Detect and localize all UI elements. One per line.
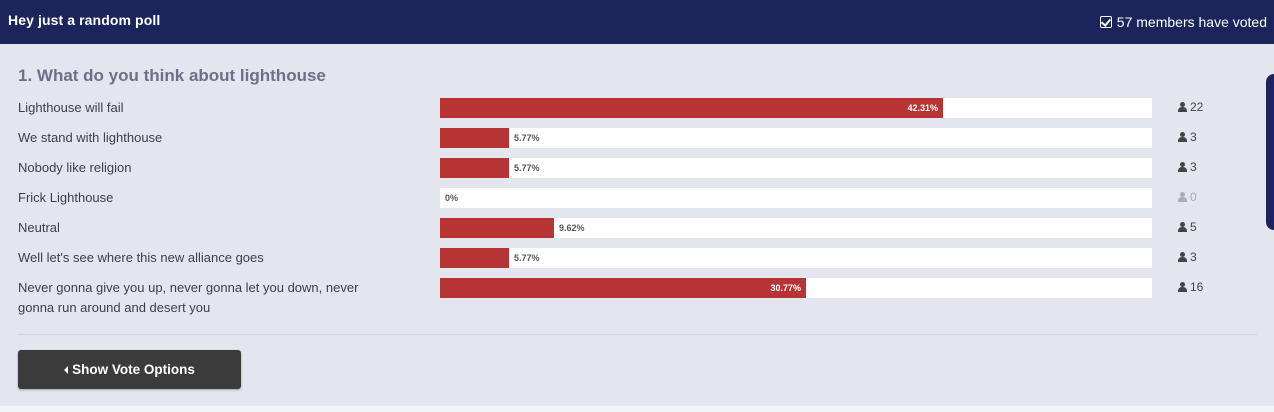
poll-option-row: Well let's see where this new alliance g… [18, 248, 1257, 268]
side-panel-tab[interactable] [1266, 74, 1274, 230]
poll-result-bar: 9.62% [440, 218, 1152, 238]
user-icon [1178, 102, 1187, 112]
voter-count-number: 0 [1190, 190, 1197, 204]
poll-result-bar-fill [440, 218, 554, 238]
user-icon [1178, 132, 1187, 142]
poll-option-label: Lighthouse will fail [18, 100, 124, 115]
poll-option-row: Neutral 9.62% 5 [18, 218, 1257, 238]
voter-count-number: 5 [1190, 220, 1197, 234]
voter-count-number: 16 [1190, 280, 1204, 294]
poll-result-bar: 5.77% [440, 158, 1152, 178]
poll-result-percent: 5.77% [514, 253, 540, 263]
user-icon [1178, 282, 1187, 292]
poll-result-bar-fill [440, 158, 509, 178]
poll-result-percent: 30.77% [770, 283, 801, 293]
poll-option-row: Nobody like religion 5.77% 3 [18, 158, 1257, 178]
caret-left-icon [64, 365, 69, 374]
voter-count-number: 3 [1190, 160, 1197, 174]
poll-title: Hey just a random poll [8, 12, 161, 28]
user-icon [1178, 192, 1187, 202]
poll-result-bar: 5.77% [440, 248, 1152, 268]
voter-count[interactable]: 0 [1178, 188, 1197, 206]
voter-count[interactable]: 3 [1178, 128, 1197, 146]
voted-count: 57 members have voted [1099, 14, 1267, 30]
voter-count[interactable]: 3 [1178, 158, 1197, 176]
voter-count-number: 3 [1190, 250, 1197, 264]
poll-result-percent: 0% [445, 193, 459, 203]
show-vote-options-button[interactable]: Show Vote Options [18, 350, 241, 389]
poll-question: 1. What do you think about lighthouse [18, 66, 326, 85]
poll-result-bar: 0% [440, 188, 1152, 208]
voted-count-text: 57 members have voted [1116, 14, 1267, 30]
poll-option-row: Lighthouse will fail 42.31% 22 [18, 98, 1257, 118]
check-square-icon [1099, 16, 1112, 28]
voter-count[interactable]: 3 [1178, 248, 1197, 266]
poll-header: Hey just a random poll 57 members have v… [0, 0, 1274, 44]
user-icon [1178, 222, 1187, 232]
poll-option-label: Neutral [18, 220, 60, 235]
user-icon [1178, 252, 1187, 262]
show-vote-options-label: Show Vote Options [72, 362, 195, 377]
poll-result-percent: 42.31% [907, 103, 938, 113]
poll-option-label: Well let's see where this new alliance g… [18, 250, 264, 265]
poll-result-bar: 42.31% [440, 98, 1152, 118]
poll-option-label: Never gonna give you up, never gonna let… [18, 280, 359, 315]
voter-count[interactable]: 16 [1178, 278, 1203, 296]
voter-count-number: 3 [1190, 130, 1197, 144]
voter-count-number: 22 [1190, 100, 1204, 114]
voter-count[interactable]: 22 [1178, 98, 1203, 116]
poll-option-row: We stand with lighthouse 5.77% 3 [18, 128, 1257, 148]
poll-result-bar-fill [440, 98, 943, 118]
poll-result-percent: 9.62% [559, 223, 585, 233]
poll-option-label: We stand with lighthouse [18, 130, 163, 145]
poll-result-bar-fill [440, 278, 806, 298]
poll-result-bar: 30.77% [440, 278, 1152, 298]
poll-option-label: Nobody like religion [18, 160, 132, 175]
poll-result-bar-fill [440, 128, 509, 148]
poll-result-percent: 5.77% [514, 133, 540, 143]
divider [18, 334, 1257, 335]
poll-result-bar-fill [440, 248, 509, 268]
user-icon [1178, 162, 1187, 172]
poll-option-row: Frick Lighthouse 0% 0 [18, 188, 1257, 208]
poll-result-bar: 5.77% [440, 128, 1152, 148]
poll-option-row: Never gonna give you up, never gonna let… [18, 278, 1257, 315]
poll-option-label: Frick Lighthouse [18, 190, 114, 205]
voter-count[interactable]: 5 [1178, 218, 1197, 236]
bottom-strip [0, 406, 1274, 412]
poll-result-percent: 5.77% [514, 163, 540, 173]
